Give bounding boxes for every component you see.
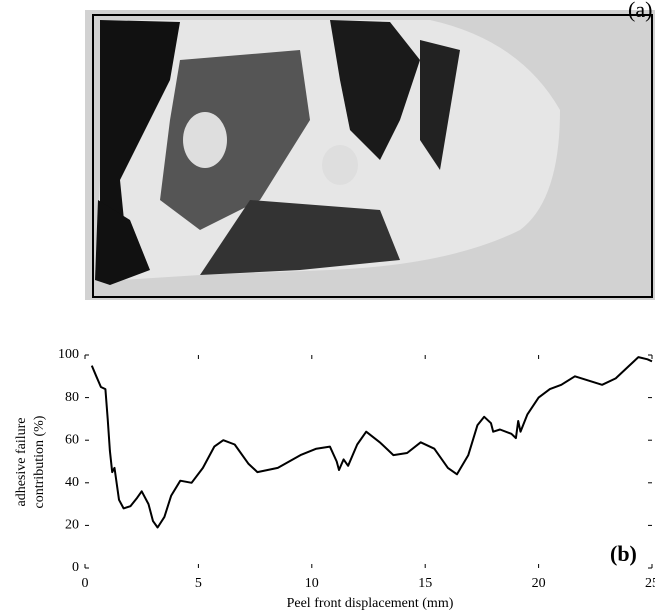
y-axis-label: contribution (%) — [32, 415, 47, 508]
dark-region — [200, 200, 400, 275]
y-axis-label: adhesive failure — [14, 417, 29, 506]
y-tick-label: 100 — [58, 347, 79, 362]
x-axis-label: Peel front displacement (mm) — [287, 596, 454, 611]
y-tick-label: 80 — [65, 390, 79, 405]
dark-region — [330, 20, 420, 160]
y-tick-label: 60 — [65, 432, 79, 447]
data-line — [90, 356, 653, 529]
x-tick-label: 10 — [305, 576, 319, 591]
x-tick-label: 15 — [418, 576, 432, 591]
x-tick-label: 5 — [195, 576, 202, 591]
x-tick-label: 20 — [532, 576, 546, 591]
dark-region — [420, 40, 460, 170]
y-tick-label: 0 — [72, 560, 79, 575]
y-tick-label: 40 — [65, 475, 79, 490]
x-tick-label: 0 — [82, 576, 89, 591]
mottled-region — [160, 50, 310, 230]
photo — [85, 10, 655, 300]
photo-frame — [92, 14, 653, 298]
dark-region — [95, 200, 150, 285]
dark-region — [100, 20, 180, 240]
panel-label: (a) — [628, 0, 652, 22]
x-tick-label: 25 — [645, 576, 655, 591]
panel-label: (b) — [610, 541, 637, 566]
void — [322, 145, 358, 185]
y-tick-label: 20 — [65, 518, 79, 533]
void — [183, 112, 227, 168]
